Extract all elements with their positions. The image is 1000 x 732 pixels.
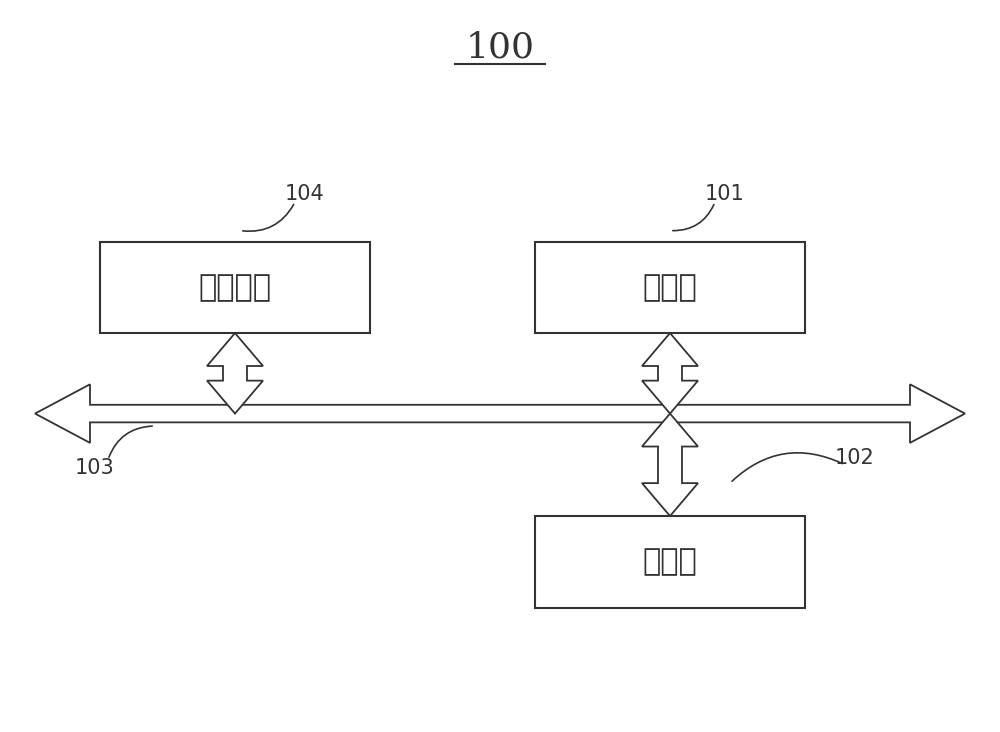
FancyBboxPatch shape: [100, 242, 370, 333]
Text: 处理器: 处理器: [643, 273, 697, 302]
FancyBboxPatch shape: [535, 242, 805, 333]
Polygon shape: [642, 333, 698, 414]
Text: 通信接口: 通信接口: [199, 273, 272, 302]
Text: 100: 100: [466, 31, 534, 64]
Text: 101: 101: [705, 184, 745, 204]
Text: 104: 104: [285, 184, 325, 204]
Text: 102: 102: [835, 447, 875, 468]
Polygon shape: [207, 333, 263, 414]
Polygon shape: [642, 414, 698, 516]
FancyBboxPatch shape: [535, 516, 805, 608]
Text: 存储器: 存储器: [643, 548, 697, 576]
Text: 103: 103: [75, 458, 115, 479]
Polygon shape: [35, 384, 965, 443]
